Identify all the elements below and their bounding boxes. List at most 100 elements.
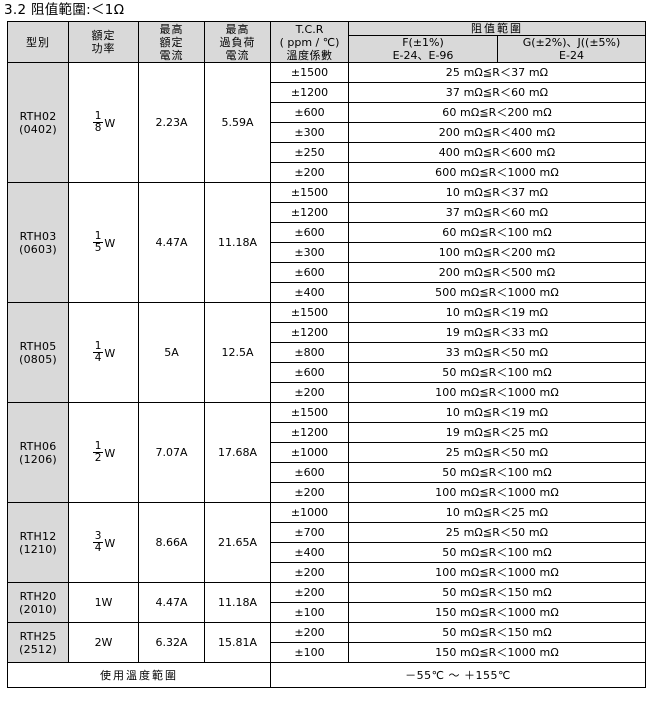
tolerance-f-line1: F(±1%) bbox=[402, 36, 444, 49]
table-row: ±600 50 mΩ≦R＜100 mΩ bbox=[8, 462, 646, 483]
cell-resistance-range: 600 mΩ≦R＜1000 mΩ bbox=[348, 162, 646, 183]
cell-max-overload-current: 15.81A bbox=[204, 622, 271, 663]
max-rated-current-line1: 最高 bbox=[159, 22, 184, 36]
rated-power-value: 1W bbox=[94, 596, 113, 609]
cell-resistance-range: 100 mΩ≦R＜1000 mΩ bbox=[348, 482, 646, 503]
column-header-rated-power: 額定 功率 bbox=[68, 21, 139, 63]
cell-tcr: ±600 bbox=[270, 362, 349, 383]
type-size: (0402) bbox=[19, 122, 57, 136]
column-header-max-rated-current: 最高 額定 電流 bbox=[138, 21, 205, 63]
cell-max-overload-current: 5.59A bbox=[204, 62, 271, 183]
cell-tcr: ±200 bbox=[270, 562, 349, 583]
cell-tcr: ±1200 bbox=[270, 82, 349, 103]
cell-resistance-range: 100 mΩ≦R＜200 mΩ bbox=[348, 242, 646, 263]
fraction-denominator: 4 bbox=[92, 542, 104, 554]
table-row: ±1000 25 mΩ≦R＜50 mΩ bbox=[8, 442, 646, 463]
cell-tcr: ±1000 bbox=[270, 442, 349, 463]
power-unit: W bbox=[104, 447, 116, 460]
cell-type: RTH02 (0402) bbox=[7, 62, 69, 183]
cell-tcr: ±1200 bbox=[270, 202, 349, 223]
operating-temperature-label: 使用溫度範圍 bbox=[7, 662, 271, 688]
type-code: RTH06 bbox=[19, 439, 57, 453]
cell-resistance-range: 25 mΩ≦R＜50 mΩ bbox=[348, 442, 646, 463]
cell-resistance-range: 200 mΩ≦R＜500 mΩ bbox=[348, 262, 646, 283]
rated-power-value: 2W bbox=[94, 636, 113, 649]
max-overload-current-line3: 電流 bbox=[225, 48, 250, 62]
cell-tcr: ±1000 bbox=[270, 502, 349, 523]
cell-type: RTH06 (1206) bbox=[7, 402, 69, 503]
cell-resistance-range: 150 mΩ≦R＜1000 mΩ bbox=[348, 642, 646, 663]
cell-resistance-range: 500 mΩ≦R＜1000 mΩ bbox=[348, 282, 646, 303]
cell-tcr: ±600 bbox=[270, 262, 349, 283]
rated-power-line1: 額定 bbox=[91, 29, 116, 42]
cell-tcr: ±400 bbox=[270, 282, 349, 303]
cell-rated-power: 1W bbox=[68, 582, 139, 623]
cell-resistance-range: 37 mΩ≦R＜60 mΩ bbox=[348, 82, 646, 103]
fraction-numerator: 1 bbox=[94, 230, 102, 242]
cell-max-overload-current: 11.18A bbox=[204, 582, 271, 623]
table-row: RTH25 (2512) 2W 6.32A 15.81A ±200 50 mΩ≦R＜150 … bbox=[7, 622, 646, 663]
column-header-tolerance-f: F(±1%) E-24、E-96 bbox=[348, 35, 498, 63]
table-header: 型別 額定 功率 最高 額定 電流 最高 過負荷 電流 T.C.R ( p bbox=[7, 21, 646, 63]
tcr-line2: ( ppm / ℃) bbox=[279, 35, 340, 49]
cell-resistance-range: 60 mΩ≦R＜200 mΩ bbox=[348, 102, 646, 123]
cell-resistance-range: 10 mΩ≦R＜19 mΩ bbox=[348, 302, 646, 323]
table-row: RTH12 (1210) 3 4 W 8.66A 21.65A ±1000 10 mΩ≦R＜25… bbox=[7, 502, 646, 583]
power-unit: W bbox=[104, 347, 116, 360]
cell-resistance-range: 10 mΩ≦R＜37 mΩ bbox=[348, 182, 646, 203]
cell-tcr: ±100 bbox=[270, 642, 349, 663]
table-row: ±250 400 mΩ≦R＜600 mΩ bbox=[8, 142, 646, 163]
cell-max-overload-current: 17.68A bbox=[204, 402, 271, 503]
table-row: ±100 150 mΩ≦R＜1000 mΩ bbox=[8, 642, 646, 663]
column-header-tcr: T.C.R ( ppm / ℃) 溫度係數 bbox=[270, 21, 349, 63]
power-unit: W bbox=[104, 537, 116, 550]
fraction-denominator: 5 bbox=[92, 242, 104, 254]
cell-resistance-range: 37 mΩ≦R＜60 mΩ bbox=[348, 202, 646, 223]
fraction-numerator: 1 bbox=[94, 340, 102, 352]
fraction-numerator: 3 bbox=[94, 530, 102, 542]
type-size: (0603) bbox=[19, 242, 57, 256]
cell-resistance-range: 25 mΩ≦R＜37 mΩ bbox=[348, 62, 646, 83]
cell-max-overload-current: 11.18A bbox=[204, 182, 271, 303]
cell-tcr: ±300 bbox=[270, 242, 349, 263]
footer-row: 使用溫度範圍 －55℃ ～ ＋155℃ bbox=[7, 662, 646, 688]
cell-max-rated-current: 8.66A bbox=[138, 502, 205, 583]
table-row: RTH03 (0603) 1 5 W 4.47A 11.18A ±1500 10 mΩ≦R＜37… bbox=[7, 182, 646, 303]
cell-resistance-range: 100 mΩ≦R＜1000 mΩ bbox=[348, 382, 646, 403]
cell-tcr: ±250 bbox=[270, 142, 349, 163]
cell-max-overload-current: 12.5A bbox=[204, 302, 271, 403]
type-code: RTH05 bbox=[19, 339, 57, 353]
cell-tcr: ±600 bbox=[270, 222, 349, 243]
cell-max-rated-current: 7.07A bbox=[138, 402, 205, 503]
cell-resistance-range: 50 mΩ≦R＜150 mΩ bbox=[348, 582, 646, 603]
fraction-numerator: 1 bbox=[94, 110, 102, 122]
max-overload-current-line1: 最高 bbox=[225, 22, 250, 36]
cell-max-overload-current: 21.65A bbox=[204, 502, 271, 583]
table-row: ±600 200 mΩ≦R＜500 mΩ bbox=[8, 262, 646, 283]
cell-tcr: ±400 bbox=[270, 542, 349, 563]
max-rated-current-line2: 額定 bbox=[159, 35, 184, 49]
cell-resistance-range: 50 mΩ≦R＜150 mΩ bbox=[348, 622, 646, 643]
cell-resistance-range: 25 mΩ≦R＜50 mΩ bbox=[348, 522, 646, 543]
max-rated-current-line3: 電流 bbox=[159, 48, 184, 62]
cell-max-rated-current: 4.47A bbox=[138, 182, 205, 303]
fraction-denominator: 8 bbox=[92, 122, 104, 134]
cell-tcr: ±600 bbox=[270, 102, 349, 123]
cell-tcr: ±200 bbox=[270, 582, 349, 603]
column-header-max-overload-current: 最高 過負荷 電流 bbox=[204, 21, 271, 63]
cell-resistance-range: 19 mΩ≦R＜25 mΩ bbox=[348, 422, 646, 443]
cell-tcr: ±200 bbox=[270, 482, 349, 503]
table-row: ±100 150 mΩ≦R＜1000 mΩ bbox=[8, 602, 646, 623]
cell-type: RTH20 (2010) bbox=[7, 582, 69, 623]
operating-temperature-value: －55℃ ～ ＋155℃ bbox=[270, 662, 646, 688]
cell-tcr: ±1500 bbox=[270, 402, 349, 423]
page-title: 3.2 阻值範圍:＜1Ω bbox=[4, 2, 125, 18]
